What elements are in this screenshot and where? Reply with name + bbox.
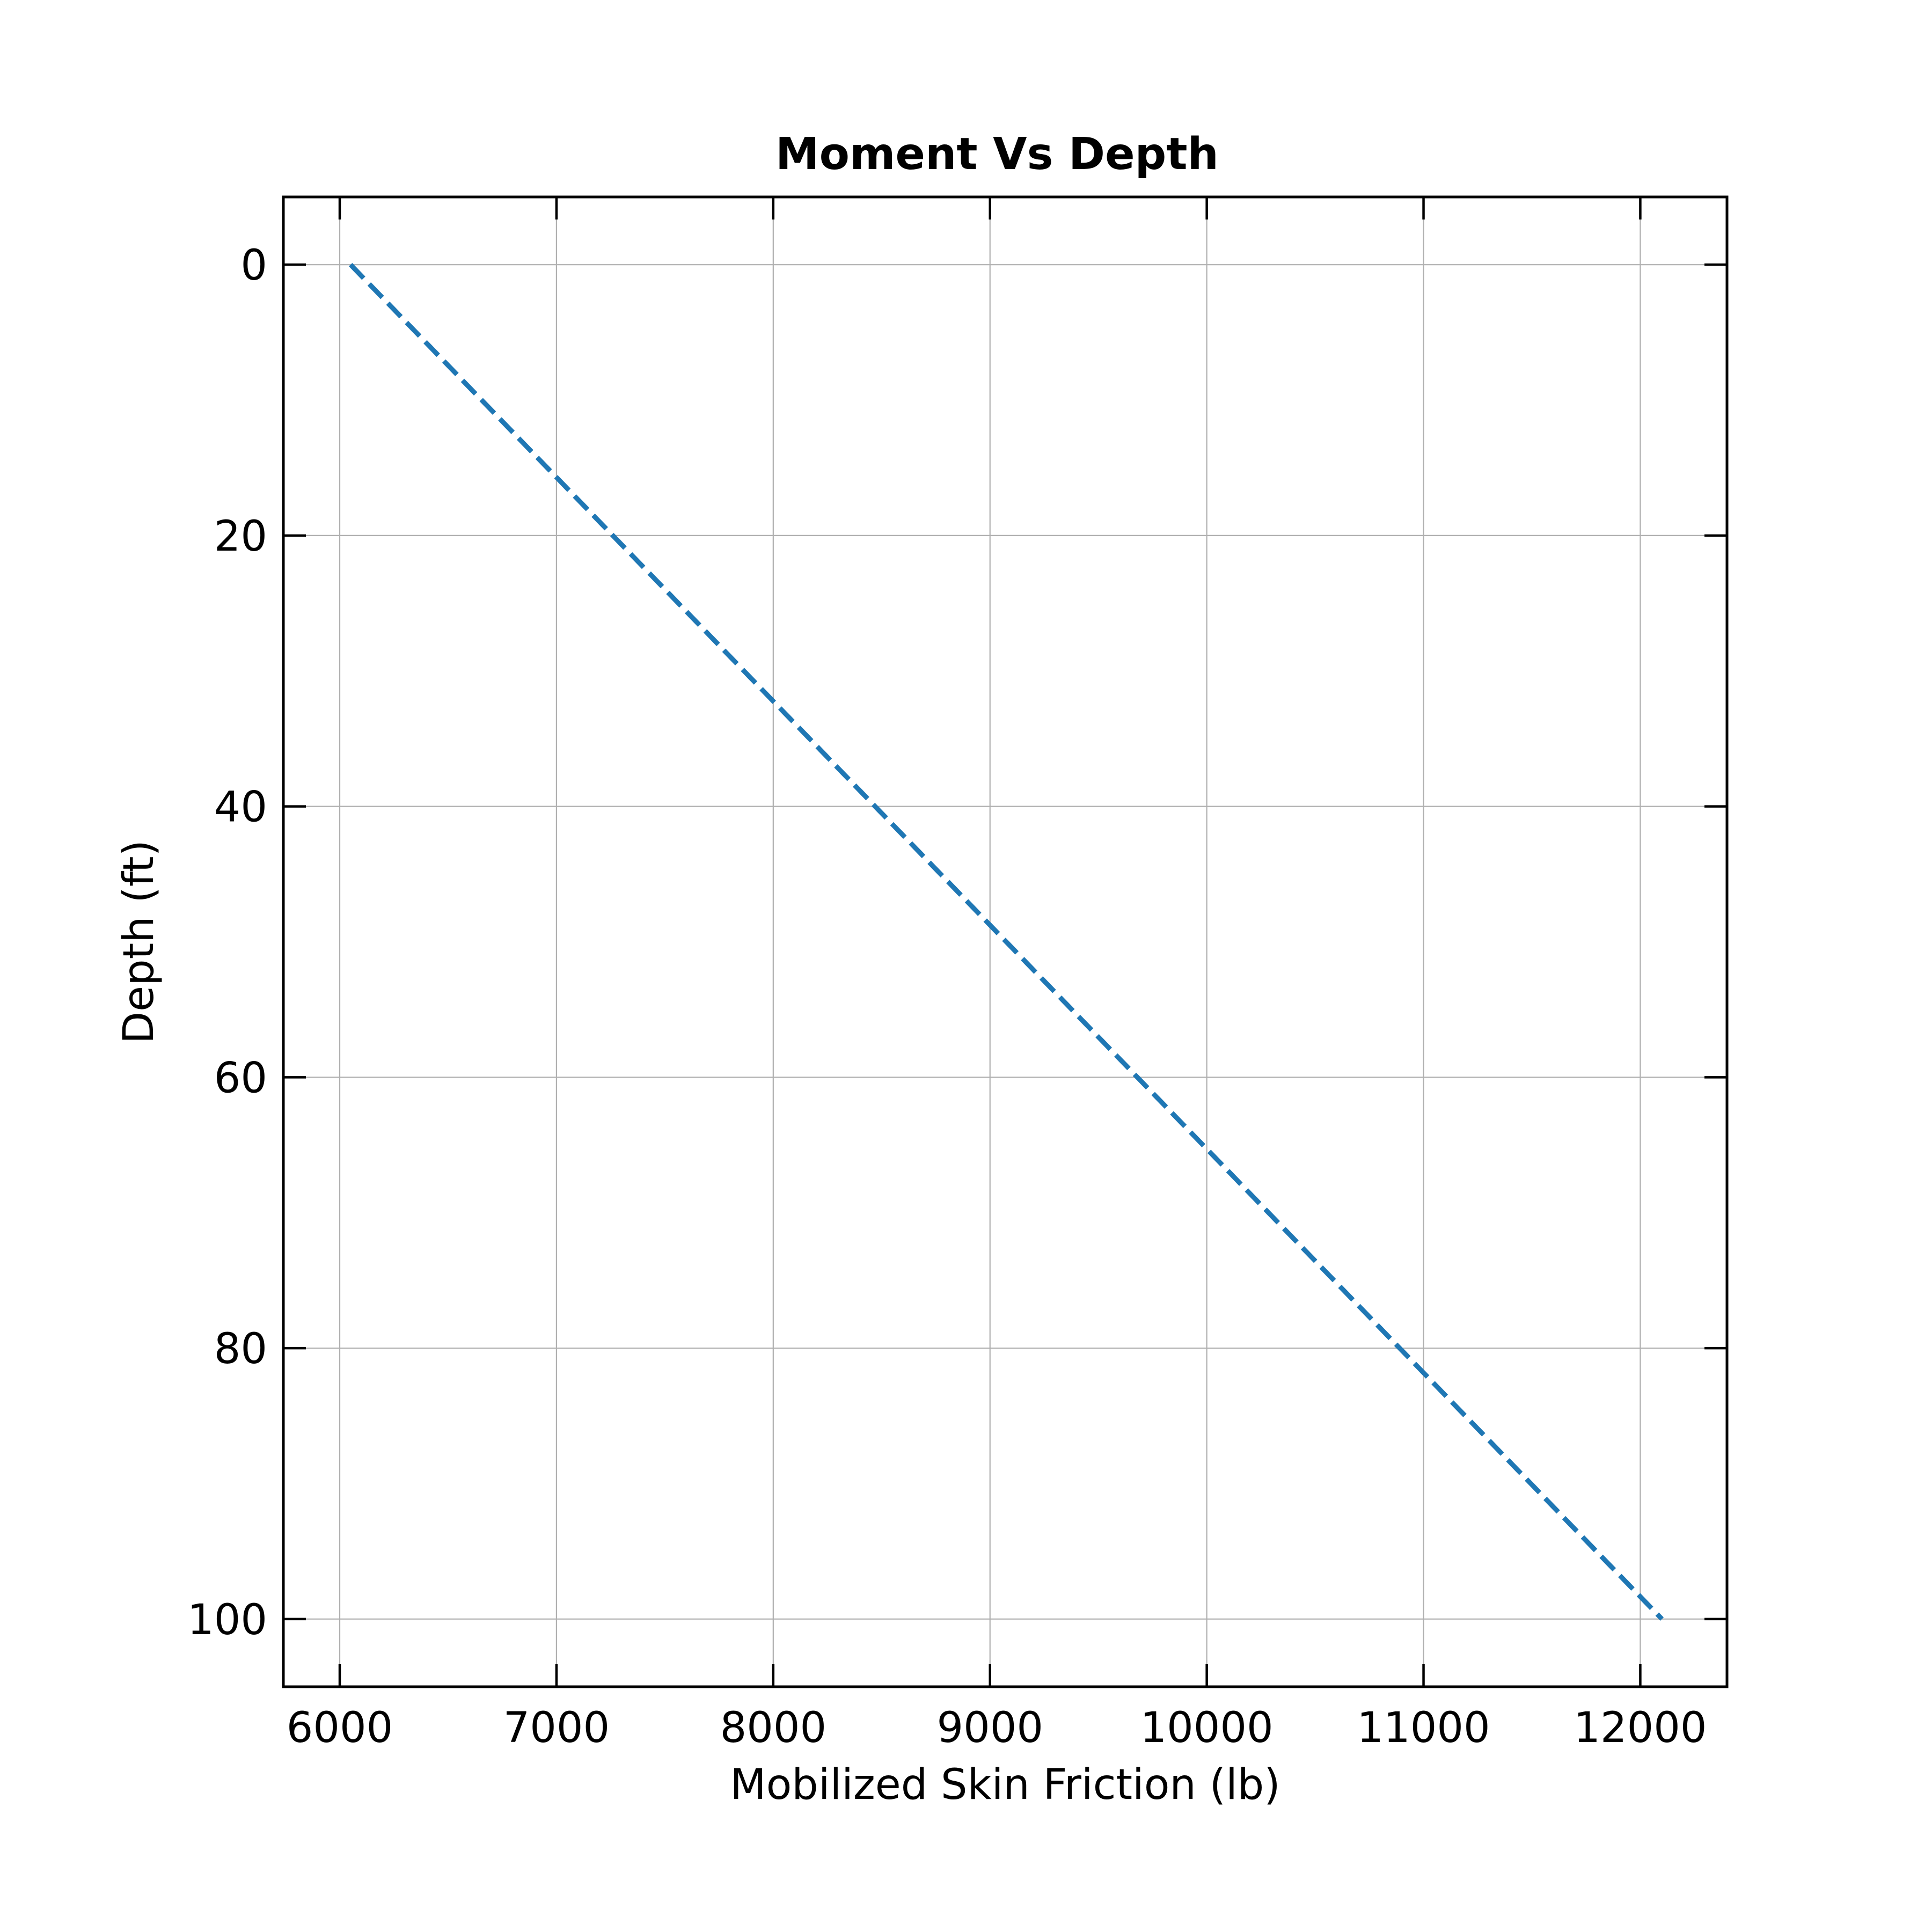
x-tick-label: 6000 bbox=[287, 1704, 393, 1752]
x-tick-label: 12000 bbox=[1574, 1704, 1707, 1752]
x-tick-label: 10000 bbox=[1140, 1704, 1274, 1752]
y-tick-label: 100 bbox=[187, 1596, 267, 1644]
y-axis-label: Depth (ft) bbox=[115, 840, 163, 1044]
tick-layer: 6000 7000 8000 9000 10000 11000 12000 0 20 40 60 80… bbox=[187, 197, 1727, 1752]
y-tick-label: 20 bbox=[214, 513, 267, 561]
y-tick-label: 60 bbox=[214, 1054, 267, 1102]
grid-layer bbox=[283, 197, 1727, 1687]
x-tick-label: 7000 bbox=[503, 1704, 610, 1752]
y-tick-label: 0 bbox=[240, 241, 267, 290]
x-tick-label: 9000 bbox=[936, 1704, 1043, 1752]
series-line bbox=[348, 263, 1664, 1621]
y-tick-label: 80 bbox=[214, 1325, 267, 1373]
chart-title: Moment Vs Depth bbox=[775, 129, 1219, 180]
x-axis-label: Mobilized Skin Friction (lb) bbox=[730, 1761, 1280, 1809]
x-tick-label: 8000 bbox=[720, 1704, 827, 1752]
x-tick-label: 11000 bbox=[1357, 1704, 1490, 1752]
y-tick-label: 40 bbox=[214, 784, 267, 832]
series-layer bbox=[348, 263, 1664, 1621]
plot-frame bbox=[282, 195, 1729, 1688]
